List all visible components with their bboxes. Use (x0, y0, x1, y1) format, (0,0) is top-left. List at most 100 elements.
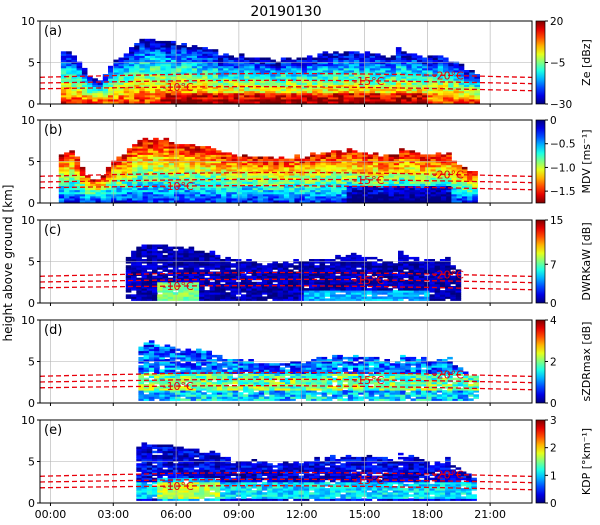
heatmap-cell (268, 177, 274, 180)
heatmap-cell (244, 94, 250, 98)
heatmap-cell (202, 84, 208, 87)
heatmap-cell (184, 152, 191, 155)
heatmap-cell (357, 169, 363, 172)
heatmap-cell (325, 156, 332, 159)
heatmap-cell (172, 298, 179, 301)
heatmap-cell (356, 286, 362, 289)
heatmap-cell (223, 78, 229, 81)
heatmap-cell (155, 67, 161, 71)
heatmap-cell (446, 198, 452, 201)
heatmap-cell (385, 88, 391, 92)
heatmap-cell (283, 166, 290, 170)
heatmap-cell (176, 86, 182, 90)
heatmap-cell (141, 261, 148, 264)
heatmap-cell (210, 195, 217, 199)
heatmap-cell (331, 175, 337, 178)
heatmap-cell (404, 156, 410, 159)
heatmap-cell (215, 156, 222, 159)
heatmap-cell (267, 281, 273, 285)
heatmap-cell (418, 281, 425, 285)
heatmap-cell (204, 271, 210, 274)
heatmap-cell (272, 275, 278, 279)
heatmap-cell (71, 99, 77, 102)
heatmap-cell (259, 63, 266, 67)
heatmap-cell (420, 200, 426, 203)
heatmap-cell (288, 269, 294, 272)
heatmap-cell (210, 152, 217, 155)
heatmap-cell (413, 256, 420, 260)
heatmap-cell (225, 265, 231, 268)
heatmap-cell (390, 84, 397, 87)
heatmap-cell (252, 158, 259, 162)
heatmap-cell (218, 55, 224, 58)
heatmap-cell (132, 158, 138, 162)
heatmap-cell (176, 72, 182, 75)
heatmap-cell (252, 191, 259, 195)
heatmap-cell (309, 267, 315, 270)
heatmap-cell (346, 195, 353, 199)
heatmap-cell (92, 90, 98, 94)
heatmap-cell (129, 57, 135, 60)
heatmap-cell (113, 67, 119, 71)
heatmap-cell (233, 90, 240, 94)
heatmap-cell (95, 191, 102, 195)
heatmap-cell (268, 169, 274, 172)
heatmap-cell (357, 195, 363, 199)
heatmap-cell (249, 59, 255, 63)
heatmap-cell (383, 198, 389, 201)
heatmap-cell (223, 70, 229, 73)
heatmap-cell (393, 156, 400, 159)
heatmap-cell (282, 269, 289, 272)
heatmap-cell (420, 193, 426, 197)
heatmap-cell (155, 65, 161, 69)
heatmap-cell (469, 99, 475, 102)
heatmap-cell (123, 72, 130, 75)
heatmap-cell (392, 267, 399, 270)
heatmap-cell (221, 154, 227, 157)
heatmap-cell (218, 70, 224, 73)
heatmap-cell (348, 76, 355, 79)
heatmap-cell (372, 187, 379, 191)
heatmap-cell (188, 271, 195, 274)
heatmap-cell (440, 175, 447, 178)
heatmap-cell (404, 195, 410, 199)
heatmap-cell (146, 283, 153, 287)
heatmap-cell (333, 70, 339, 73)
heatmap-cell (286, 94, 292, 98)
heatmap-cell (200, 150, 206, 153)
heatmap-cell (194, 169, 201, 172)
heatmap-cell (170, 51, 177, 54)
heatmap-cell (361, 265, 367, 268)
heatmap-cell (430, 175, 437, 178)
heatmap-cell (286, 99, 292, 102)
heatmap-cell (453, 65, 460, 69)
heatmap-cell (288, 275, 294, 279)
heatmap-cell (301, 92, 308, 96)
heatmap-cell (280, 90, 287, 94)
heatmap-cell (113, 96, 119, 100)
heatmap-cell (435, 171, 442, 174)
heatmap-cell (443, 65, 449, 69)
heatmap-cell (153, 193, 159, 197)
heatmap-cell (191, 49, 198, 52)
heatmap-cell (205, 200, 211, 203)
heatmap-cell (79, 179, 86, 182)
heatmap-cell (66, 70, 72, 73)
heatmap-cell (362, 164, 368, 168)
heatmap-cell (261, 290, 268, 293)
heatmap-cell (170, 72, 177, 75)
heatmap-cell (317, 70, 323, 73)
heatmap-cell (58, 177, 65, 180)
heatmap-cell (461, 198, 468, 201)
heatmap-cell (257, 160, 264, 164)
heatmap-cell (242, 191, 248, 195)
heatmap-cell (58, 156, 65, 159)
heatmap-cell (111, 171, 117, 174)
heatmap-cell (310, 166, 316, 170)
heatmap-cell (259, 92, 266, 96)
heatmap-cell (351, 154, 358, 157)
heatmap-cell (172, 288, 179, 291)
heatmap-cell (451, 181, 457, 184)
heatmap-cell (398, 254, 404, 258)
heatmap-cell (289, 160, 295, 164)
